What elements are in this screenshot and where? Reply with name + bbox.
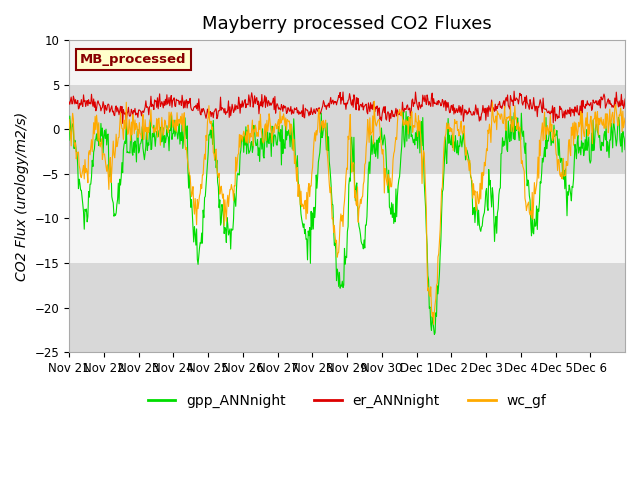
Legend: gpp_ANNnight, er_ANNnight, wc_gf: gpp_ANNnight, er_ANNnight, wc_gf: [142, 389, 552, 414]
Y-axis label: CO2 Flux (urology/m2/s): CO2 Flux (urology/m2/s): [15, 112, 29, 281]
Text: MB_processed: MB_processed: [80, 53, 187, 66]
Bar: [69, 84, 625, 174]
Title: Mayberry processed CO2 Fluxes: Mayberry processed CO2 Fluxes: [202, 15, 492, 33]
Bar: [69, 263, 625, 352]
